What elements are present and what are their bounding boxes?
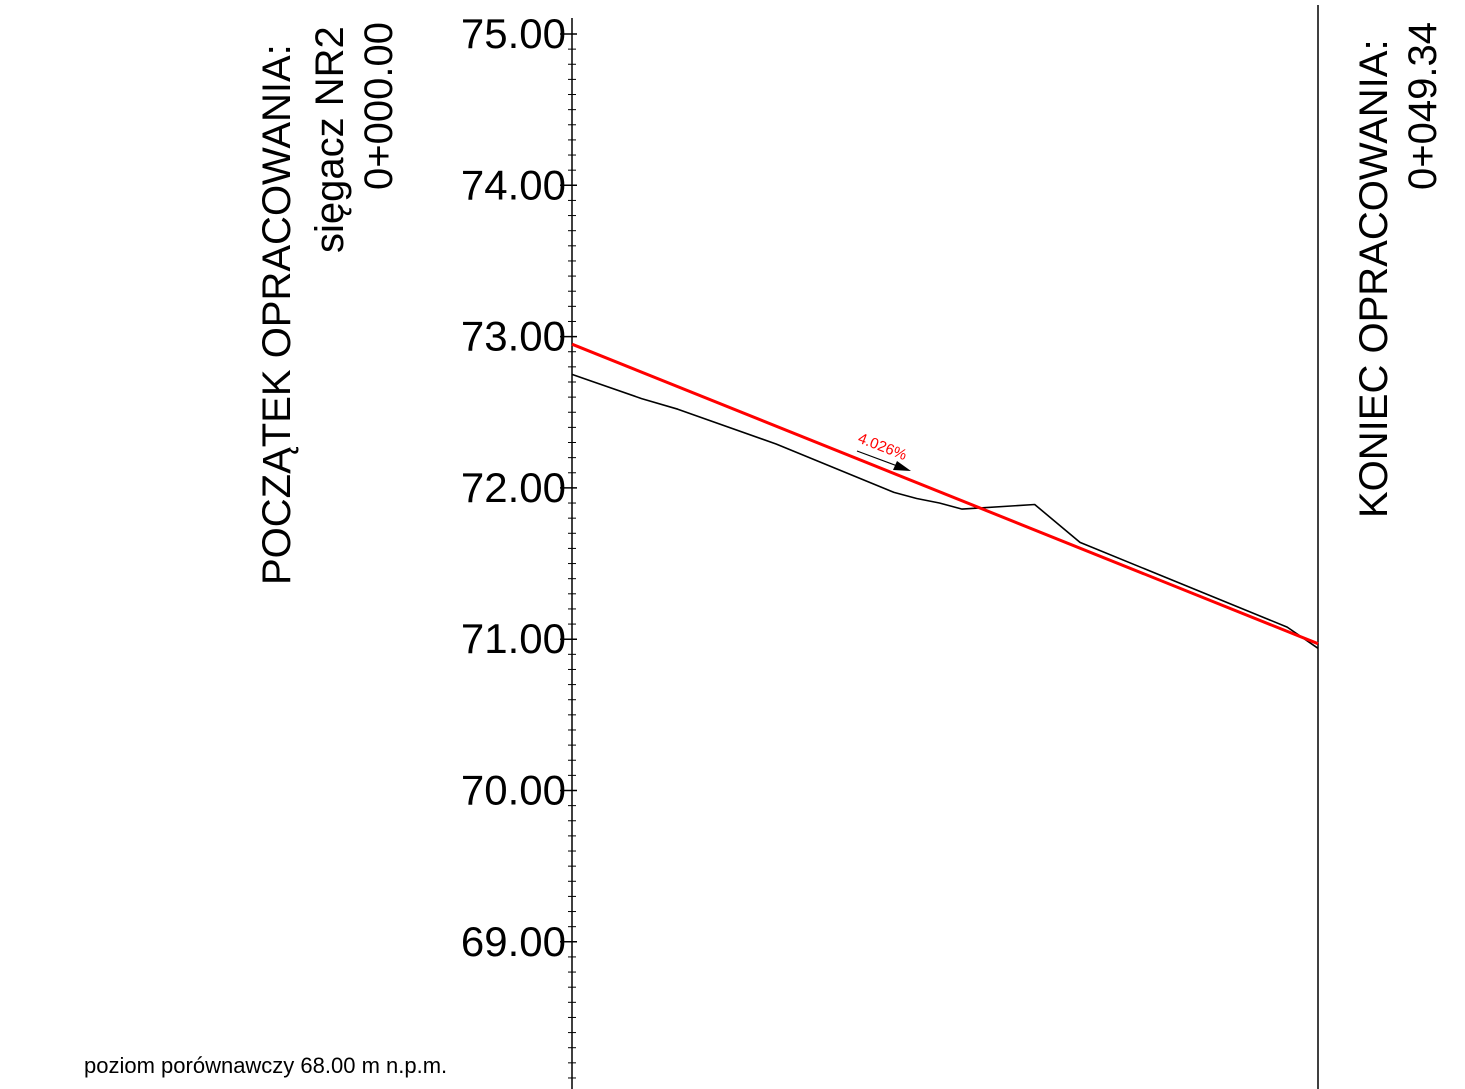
elevation-axis — [560, 18, 577, 1089]
elevation-tick-label: 72.00 — [461, 464, 566, 511]
existing-terrain-line — [571, 373, 1319, 649]
start-name: sięgacz NR2 — [308, 26, 352, 253]
datum-label: poziom porównawczy 68.00 m n.p.m. — [84, 1053, 447, 1078]
profile-series — [571, 342, 1319, 649]
end-title: KONIEC OPRACOWANIA: — [1352, 39, 1396, 518]
elevation-tick-labels: 75.00 74.00 73.00 72.00 71.00 70.00 69.00 — [461, 10, 566, 965]
end-label-block: KONIEC OPRACOWANIA: 0+049.34 — [1352, 22, 1445, 518]
start-label-block: POCZĄTEK OPRACOWANIA: sięgacz NR2 0+000.… — [255, 22, 401, 585]
slope-annotation: 4.026% — [856, 430, 911, 471]
end-station: 0+049.34 — [1401, 22, 1445, 190]
elevation-tick-label: 70.00 — [461, 767, 566, 814]
elevation-tick-label: 75.00 — [461, 10, 566, 57]
elevation-tick-label: 74.00 — [461, 161, 566, 208]
elevation-tick-label: 71.00 — [461, 615, 566, 662]
slope-arrow-line — [856, 450, 901, 468]
design-grade-line — [571, 342, 1319, 646]
start-station: 0+000.00 — [357, 22, 401, 190]
elevation-tick-label: 69.00 — [461, 918, 566, 965]
start-title: POCZĄTEK OPRACOWANIA: — [255, 44, 299, 585]
slope-label: 4.026% — [856, 430, 910, 464]
elevation-tick-label: 73.00 — [461, 313, 566, 360]
slope-arrow-head — [893, 461, 911, 471]
